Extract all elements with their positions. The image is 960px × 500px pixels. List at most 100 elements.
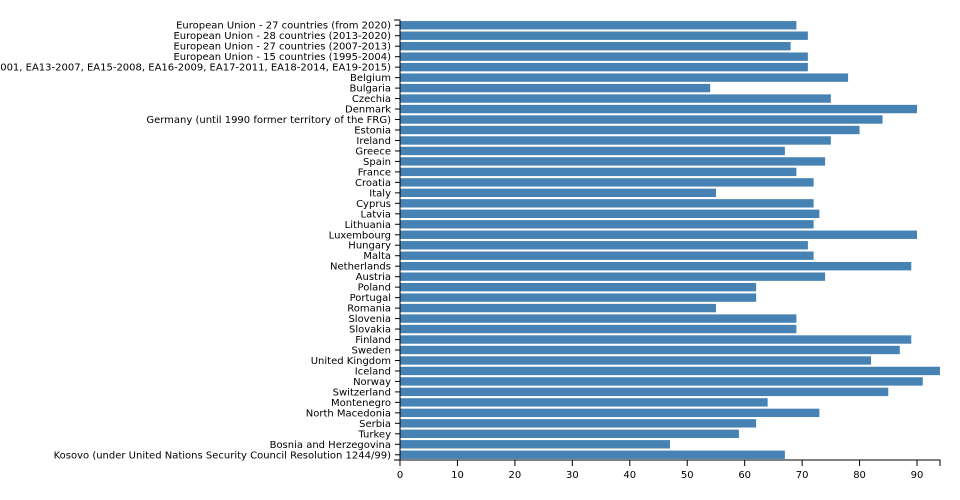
y-tick-label: European Union - 15 countries (1995-2004…: [173, 52, 391, 63]
bar: [400, 21, 797, 30]
y-tick-label: Romania: [347, 304, 391, 315]
y-tick-label: Slovenia: [348, 314, 391, 325]
bar: [400, 199, 814, 208]
y-tick-label: Czechia: [352, 94, 391, 105]
bar: [400, 398, 768, 407]
x-tick-label: 60: [738, 470, 751, 481]
bar: [400, 146, 785, 156]
y-tick-label: Lithuania: [345, 220, 391, 231]
bar: [400, 450, 785, 459]
bar: [400, 125, 860, 135]
bar: [400, 209, 820, 218]
bar: [400, 62, 808, 72]
y-tick-label: Croatia: [355, 178, 391, 189]
y-tick-label: Spain: [363, 157, 391, 168]
x-tick-label: 70: [796, 470, 809, 481]
x-tick-label: 80: [853, 470, 866, 481]
y-tick-label: Germany (until 1990 former territory of …: [146, 115, 391, 126]
y-tick-label: Euro area (EA11-1999, EA12-2001, EA13-20…: [0, 63, 391, 74]
bar: [400, 324, 797, 334]
bar: [400, 366, 940, 376]
y-tick-label: Kosovo (under United Nations Security Co…: [54, 450, 392, 461]
bar: [400, 157, 826, 166]
y-tick-label: Switzerland: [333, 387, 391, 398]
bars-group: [400, 21, 940, 459]
x-tick-label: 40: [623, 470, 636, 481]
y-tick-label: Denmark: [345, 105, 391, 116]
bar: [400, 356, 872, 365]
bar: [400, 115, 883, 124]
bar: [400, 167, 797, 177]
y-tick-label: Iceland: [355, 366, 391, 377]
y-tick-label: Serbia: [359, 419, 391, 430]
x-tick-label: 20: [509, 470, 522, 481]
bar: [400, 220, 814, 229]
y-tick-label: Montenegro: [331, 398, 391, 409]
y-tick-label: North Macedonia: [306, 408, 391, 419]
y-tick-label: Malta: [363, 251, 391, 262]
bar: [400, 262, 912, 271]
y-tick-label: Greece: [355, 146, 391, 157]
x-tick-label: 30: [566, 470, 579, 481]
bar: [400, 272, 826, 281]
bar: [400, 136, 831, 145]
y-tick-label: European Union - 27 countries (2007-2013…: [173, 42, 391, 53]
y-tick-label: Bulgaria: [350, 84, 391, 95]
y-axis: [394, 19, 401, 461]
bar: [400, 408, 820, 418]
bar: [400, 377, 923, 386]
y-tick-label: European Union - 28 countries (2013-2020…: [173, 31, 391, 42]
y-tick-label: Ireland: [356, 136, 391, 147]
bar: [400, 293, 757, 302]
bar: [400, 251, 814, 260]
y-tick-label: Slovakia: [349, 325, 391, 336]
x-axis: 0 10 20 30 40 50 60 70 80 90: [397, 459, 941, 481]
x-tick-label: 10: [451, 470, 464, 481]
x-tick-label: 90: [911, 470, 924, 481]
bar: [400, 31, 808, 40]
y-tick-label: Austria: [356, 272, 391, 283]
y-tick-label: Latvia: [361, 209, 391, 220]
y-tick-label: Estonia: [354, 126, 391, 137]
bar: [400, 188, 716, 198]
y-tick-label: Sweden: [351, 346, 391, 357]
bar: [400, 52, 808, 61]
bar: [400, 335, 912, 344]
y-tick-label: United Kingdom: [311, 356, 391, 367]
bar: [400, 419, 757, 428]
bar: [400, 73, 849, 82]
y-axis-line: [394, 19, 401, 461]
bar: [400, 230, 918, 239]
y-tick-label: Hungary: [348, 241, 391, 252]
bar: [400, 440, 670, 449]
y-tick-label: Luxembourg: [329, 230, 391, 241]
x-tick-label: 50: [681, 470, 694, 481]
x-axis-line: [399, 459, 941, 466]
y-tick-label: Italy: [369, 188, 391, 199]
bar: [400, 104, 918, 114]
y-tick-label: Finland: [355, 335, 391, 346]
bar: [400, 429, 739, 438]
y-tick-label: France: [358, 167, 391, 178]
bar: [400, 241, 808, 250]
y-tick-label: European Union - 27 countries (from 2020…: [176, 21, 391, 32]
x-tick-label: 0: [397, 470, 403, 481]
y-tick-label: Cyprus: [356, 199, 391, 210]
bar: [400, 83, 711, 93]
bar: [400, 42, 791, 51]
y-tick-label: Bosnia and Herzegovina: [270, 440, 391, 451]
y-tick-label: Norway: [353, 377, 391, 388]
bar: [400, 387, 889, 397]
y-tick-label: Turkey: [357, 429, 391, 440]
y-axis-labels: European Union - 27 countries (from 2020…: [0, 21, 391, 462]
bar: [400, 303, 716, 313]
bar: [400, 178, 814, 187]
bar: [400, 94, 831, 103]
y-tick-label: Belgium: [350, 73, 391, 84]
bar: [400, 314, 797, 323]
bar: [400, 345, 900, 355]
y-tick-label: Poland: [358, 283, 391, 294]
y-tick-label: Netherlands: [330, 262, 391, 273]
bar: [400, 282, 757, 292]
